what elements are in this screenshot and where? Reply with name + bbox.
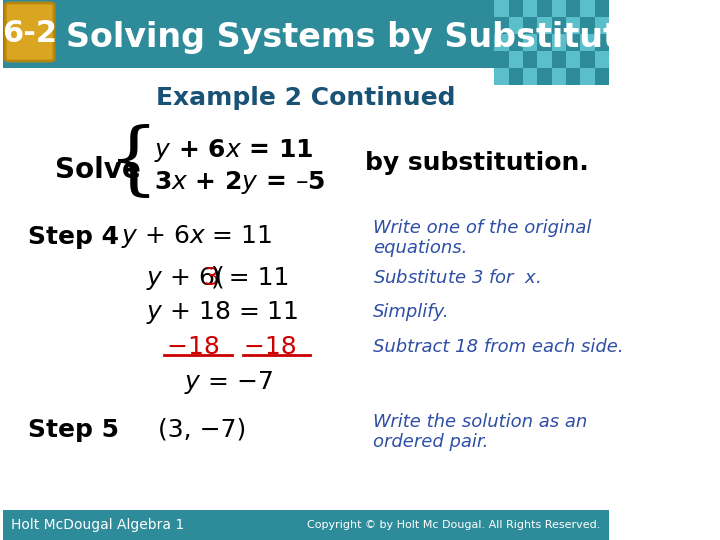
FancyBboxPatch shape	[552, 68, 566, 85]
FancyBboxPatch shape	[566, 0, 580, 17]
FancyBboxPatch shape	[509, 68, 523, 85]
FancyBboxPatch shape	[509, 34, 523, 51]
Text: Write the solution as an: Write the solution as an	[373, 413, 588, 431]
FancyBboxPatch shape	[537, 51, 552, 68]
FancyBboxPatch shape	[509, 51, 523, 68]
FancyBboxPatch shape	[495, 68, 509, 85]
FancyBboxPatch shape	[537, 68, 552, 85]
Text: Solving Systems by Substitution: Solving Systems by Substitution	[66, 22, 677, 55]
FancyBboxPatch shape	[566, 68, 580, 85]
FancyBboxPatch shape	[566, 51, 580, 68]
FancyBboxPatch shape	[595, 34, 609, 51]
FancyBboxPatch shape	[595, 68, 609, 85]
FancyBboxPatch shape	[552, 17, 566, 34]
Text: 3$\mathbf{\mathit{x}}$ + 2$\mathbf{\mathit{y}}$ = –5: 3$\mathbf{\mathit{x}}$ + 2$\mathbf{\math…	[154, 170, 325, 197]
FancyBboxPatch shape	[566, 17, 580, 34]
FancyBboxPatch shape	[552, 34, 566, 51]
Text: (3, −7): (3, −7)	[158, 418, 247, 442]
FancyBboxPatch shape	[523, 0, 537, 17]
FancyBboxPatch shape	[580, 17, 595, 34]
Text: ) = 11: ) = 11	[212, 266, 290, 290]
FancyBboxPatch shape	[580, 0, 595, 17]
FancyBboxPatch shape	[495, 51, 509, 68]
Text: Solve: Solve	[55, 156, 140, 184]
FancyBboxPatch shape	[523, 34, 537, 51]
FancyBboxPatch shape	[523, 68, 537, 85]
Text: Subtract 18 from each side.: Subtract 18 from each side.	[373, 338, 624, 356]
Text: Holt McDougal Algebra 1: Holt McDougal Algebra 1	[11, 518, 184, 532]
FancyBboxPatch shape	[537, 0, 552, 17]
Text: −18   −18: −18 −18	[167, 335, 297, 359]
FancyBboxPatch shape	[566, 34, 580, 51]
Text: ordered pair.: ordered pair.	[373, 433, 488, 451]
FancyBboxPatch shape	[595, 0, 609, 17]
FancyBboxPatch shape	[523, 17, 537, 34]
FancyBboxPatch shape	[552, 51, 566, 68]
Text: Copyright © by Holt Mc Dougal. All Rights Reserved.: Copyright © by Holt Mc Dougal. All Right…	[307, 520, 600, 530]
FancyBboxPatch shape	[3, 0, 609, 68]
FancyBboxPatch shape	[495, 34, 509, 51]
Text: Write one of the original: Write one of the original	[373, 219, 592, 237]
FancyBboxPatch shape	[495, 17, 509, 34]
FancyBboxPatch shape	[495, 0, 509, 17]
Text: $\mathit{y}$ + 6(: $\mathit{y}$ + 6(	[146, 264, 224, 292]
Text: 3: 3	[203, 266, 219, 290]
Text: Substitute 3 for  $\mathit{x}$.: Substitute 3 for $\mathit{x}$.	[373, 269, 541, 287]
FancyBboxPatch shape	[509, 17, 523, 34]
FancyBboxPatch shape	[552, 0, 566, 17]
FancyBboxPatch shape	[580, 34, 595, 51]
FancyBboxPatch shape	[537, 34, 552, 51]
Text: $\mathbf{\mathit{y}}$ + 6$\mathbf{\mathit{x}}$ = 11: $\mathbf{\mathit{y}}$ + 6$\mathbf{\mathi…	[154, 137, 314, 164]
FancyBboxPatch shape	[3, 510, 609, 540]
Text: 6-2: 6-2	[2, 19, 57, 49]
Text: Step 5: Step 5	[28, 418, 119, 442]
FancyBboxPatch shape	[595, 51, 609, 68]
Text: $\mathit{y}$ = −7: $\mathit{y}$ = −7	[184, 368, 273, 395]
FancyBboxPatch shape	[5, 3, 54, 61]
Text: Step 4: Step 4	[28, 225, 119, 249]
FancyBboxPatch shape	[509, 0, 523, 17]
FancyBboxPatch shape	[523, 51, 537, 68]
FancyBboxPatch shape	[580, 68, 595, 85]
Text: Example 2 Continued: Example 2 Continued	[156, 86, 456, 110]
FancyBboxPatch shape	[595, 17, 609, 34]
Text: equations.: equations.	[373, 239, 467, 257]
Text: {: {	[107, 124, 159, 202]
FancyBboxPatch shape	[537, 17, 552, 34]
FancyBboxPatch shape	[580, 51, 595, 68]
Text: Simplify.: Simplify.	[373, 303, 450, 321]
Text: by substitution.: by substitution.	[365, 151, 588, 175]
Text: $\mathit{y}$ + 6$\mathit{x}$ = 11: $\mathit{y}$ + 6$\mathit{x}$ = 11	[120, 224, 272, 251]
Text: $\mathit{y}$ + 18 = 11: $\mathit{y}$ + 18 = 11	[146, 299, 298, 326]
